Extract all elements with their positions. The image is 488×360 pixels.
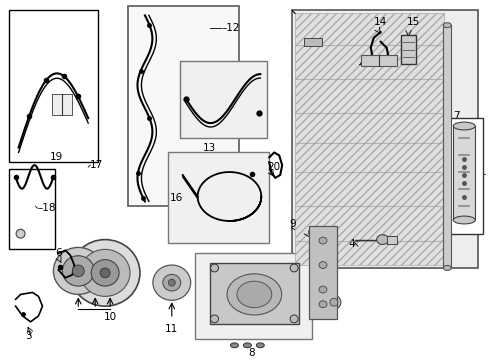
Ellipse shape	[318, 237, 326, 244]
Ellipse shape	[318, 262, 326, 269]
Ellipse shape	[243, 343, 251, 348]
Ellipse shape	[80, 249, 130, 296]
Ellipse shape	[153, 265, 190, 300]
Ellipse shape	[70, 240, 140, 306]
Bar	[167, 152, 269, 243]
Bar	[308, 226, 336, 319]
Ellipse shape	[163, 274, 181, 291]
Bar	[209, 263, 299, 324]
Ellipse shape	[100, 268, 110, 278]
Text: 10: 10	[103, 312, 117, 322]
Ellipse shape	[326, 296, 340, 309]
Text: 8: 8	[247, 348, 254, 358]
Ellipse shape	[226, 274, 281, 315]
Text: 19: 19	[50, 152, 63, 162]
Bar	[447, 118, 482, 234]
Text: 5: 5	[308, 301, 315, 311]
Text: 4: 4	[348, 239, 355, 248]
Ellipse shape	[329, 298, 337, 306]
Bar	[180, 62, 267, 138]
Ellipse shape	[210, 264, 218, 272]
Ellipse shape	[289, 315, 298, 323]
Bar	[194, 253, 311, 339]
Ellipse shape	[91, 260, 119, 286]
Ellipse shape	[289, 264, 298, 272]
Ellipse shape	[318, 286, 326, 293]
Text: 9: 9	[288, 219, 295, 229]
Bar	[9, 10, 98, 162]
Ellipse shape	[168, 279, 175, 286]
Bar	[52, 94, 72, 115]
Bar	[452, 126, 474, 220]
Text: 11: 11	[165, 324, 178, 334]
Text: 3: 3	[25, 330, 32, 341]
Ellipse shape	[72, 265, 84, 277]
Text: 7: 7	[452, 111, 459, 121]
Text: 16: 16	[169, 193, 183, 203]
Bar	[443, 25, 450, 268]
Text: 2: 2	[380, 57, 386, 66]
Text: –12: –12	[221, 23, 240, 33]
Text: 15: 15	[406, 17, 419, 27]
Ellipse shape	[230, 343, 238, 348]
Ellipse shape	[210, 315, 218, 323]
Ellipse shape	[16, 229, 25, 238]
Ellipse shape	[256, 343, 264, 348]
Bar	[400, 35, 416, 64]
Ellipse shape	[443, 266, 450, 270]
Ellipse shape	[53, 247, 103, 294]
Text: 17: 17	[90, 160, 103, 170]
Bar	[360, 55, 396, 66]
Ellipse shape	[452, 216, 474, 224]
Ellipse shape	[62, 256, 94, 286]
Bar	[295, 13, 444, 265]
Text: 1: 1	[479, 167, 486, 177]
Ellipse shape	[376, 235, 388, 244]
Bar	[386, 236, 396, 243]
Ellipse shape	[443, 23, 450, 28]
Bar	[304, 38, 321, 46]
Bar	[9, 169, 55, 249]
Text: 6: 6	[55, 248, 62, 258]
Text: 13: 13	[203, 143, 216, 153]
Bar	[291, 10, 477, 268]
Text: 20: 20	[267, 162, 280, 172]
Ellipse shape	[237, 281, 271, 308]
Ellipse shape	[452, 122, 474, 130]
Bar	[128, 6, 239, 206]
Ellipse shape	[318, 301, 326, 308]
Text: –18: –18	[38, 203, 56, 213]
Text: 14: 14	[373, 17, 386, 27]
